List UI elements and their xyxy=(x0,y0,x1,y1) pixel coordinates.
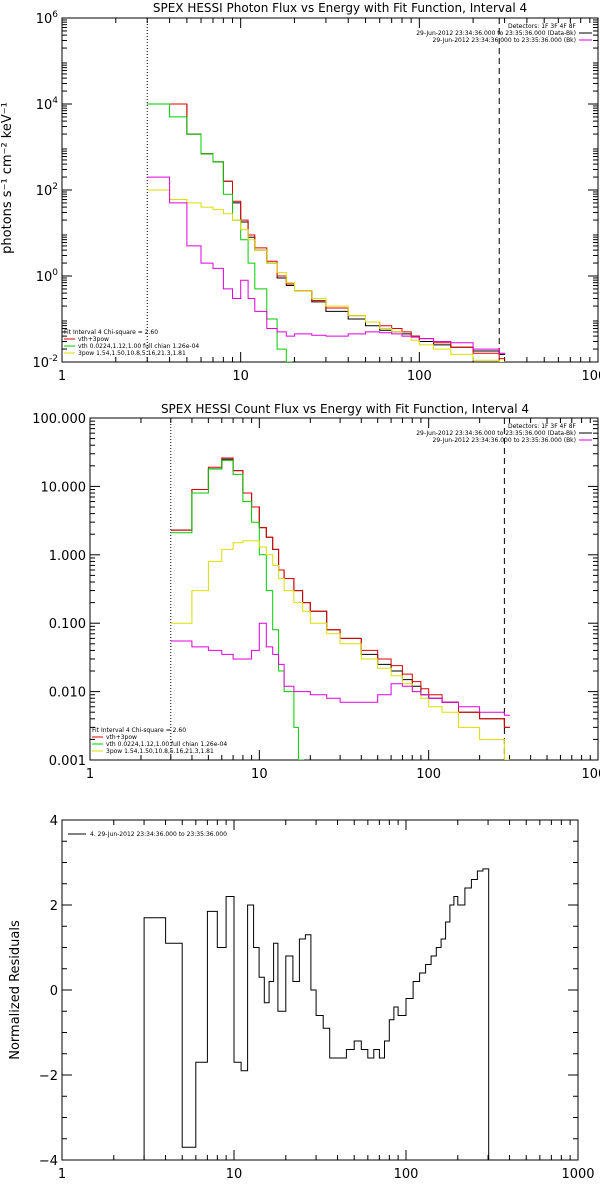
legend-top-text: Detectors: 1F 3F 4F 8F xyxy=(508,423,577,430)
photon-flux-ylabel: photons s⁻¹ cm⁻² keV⁻¹ xyxy=(0,102,15,254)
legend-top-text: 29-Jun-2012 23:34:36.000 to 23:35:36.000… xyxy=(433,437,576,444)
photon-flux-title: SPEX HESSI Photon Flux vs Energy with Fi… xyxy=(153,1,527,15)
series-line-2 xyxy=(147,103,293,362)
x-tick-label: 1 xyxy=(58,369,66,384)
count-flux-panel: SPEX HESSI Count Flux vs Energy with Fit… xyxy=(32,402,600,782)
photon-flux-panel: SPEX HESSI Photon Flux vs Energy with Fi… xyxy=(0,1,600,384)
legend-bottom-text: vth+3pow xyxy=(78,336,109,343)
y-tick-label: 4 xyxy=(50,814,58,829)
plot-frame xyxy=(61,819,579,1161)
legend-bottom-text: vth 0.0224,1.12,1.00 full chian 1.26e-04 xyxy=(106,741,227,748)
count-flux-title: SPEX HESSI Count Flux vs Energy with Fit… xyxy=(161,402,529,416)
series-group xyxy=(147,103,506,362)
series-line-4 xyxy=(147,176,506,354)
y-tick-label: 1.000 xyxy=(49,549,86,564)
legend-top-text: 29-Jun-2012 23:34:36.000 to 23:35:36.000… xyxy=(416,30,576,37)
y-tick-label: 0.100 xyxy=(49,617,86,632)
legend-top-text: Detectors: 1F 3F 4F 8F xyxy=(508,23,577,30)
series-line-0 xyxy=(143,868,490,1160)
legend-bottom-text: Fit Interval 4 Chi-square = 2.60 xyxy=(92,727,186,734)
y-tick-label: 100.000 xyxy=(32,412,86,427)
y-tick-label: 0.001 xyxy=(49,754,86,769)
y-tick-label: 106 xyxy=(36,10,59,27)
x-tick-label: 1 xyxy=(58,1167,66,1182)
x-tick-label: 10 xyxy=(251,767,268,782)
plot-frame xyxy=(89,417,599,761)
y-tick-label: −2 xyxy=(39,1069,58,1084)
legend-top-text: 29-Jun-2012 23:34:36.000 to 23:35:36.000… xyxy=(433,37,576,44)
x-tick-label: 10 xyxy=(226,1167,243,1182)
y-tick-label: 100 xyxy=(36,268,59,285)
series-group xyxy=(143,868,490,1160)
x-tick-label: 10 xyxy=(232,369,249,384)
legend-bottom-text: vth 0.0224,1.12,1.00 full chian 1.26e-04 xyxy=(78,343,199,350)
x-tick-label: 1 xyxy=(86,767,94,782)
y-tick-label: −4 xyxy=(39,1154,58,1169)
series-line-0 xyxy=(170,458,510,728)
x-tick-label: 1000 xyxy=(561,1167,594,1182)
legend-top-text: 29-Jun-2012 23:34:36.000 to 23:35:36.000… xyxy=(416,430,576,437)
legend-bottom-text: Fit Interval 4 Chi-square = 2.60 xyxy=(64,329,158,336)
y-tick-label: 10.000 xyxy=(41,480,87,495)
y-tick-label: 0.010 xyxy=(49,686,86,701)
legend-bottom-text: 3pow 1.54,1.50,10.8,5.16,21.3,1.81 xyxy=(78,350,186,357)
plot-frame xyxy=(61,17,599,363)
series-line-3 xyxy=(147,189,506,362)
series-line-3 xyxy=(170,540,510,760)
series-group xyxy=(170,457,510,760)
legend-bottom-text: vth+3pow xyxy=(106,734,137,741)
x-tick-label: 100 xyxy=(394,1167,419,1182)
y-tick-label: 0 xyxy=(50,984,58,999)
legend-bottom-text: 3pow 1.54,1.50,10.8,5.16,21.3,1.81 xyxy=(106,748,214,755)
x-tick-label: 100 xyxy=(407,369,432,384)
x-tick-label: 100 xyxy=(416,767,441,782)
series-line-2 xyxy=(170,459,304,760)
residuals-legend-text: 4. 29-Jun-2012 23:34:36.000 to 23:35:36.… xyxy=(90,831,227,838)
residuals-ylabel: Normalized Residuals xyxy=(8,920,23,1060)
y-tick-label: 102 xyxy=(36,182,58,199)
x-tick-label: 1000 xyxy=(581,767,600,782)
residuals-panel: Normalized Residuals 4. 29-Jun-2012 23:3… xyxy=(8,814,595,1182)
y-tick-label: 10-2 xyxy=(32,354,58,371)
series-line-1 xyxy=(170,457,510,728)
y-tick-label: 104 xyxy=(36,96,59,113)
y-tick-label: 2 xyxy=(50,899,58,914)
series-line-4 xyxy=(170,622,510,716)
x-tick-label: 1000 xyxy=(581,369,600,384)
